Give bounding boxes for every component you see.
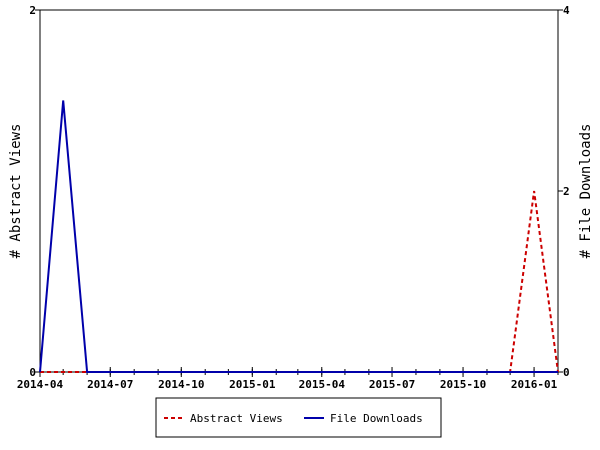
x-tick-label: 2014-07 (87, 378, 133, 391)
legend-box (155, 397, 442, 438)
left-axis-ticks: 02 (29, 4, 40, 379)
series-layer (39, 100, 559, 373)
x-tick-label: 2015-01 (229, 378, 276, 391)
x-tick-label: 2014-04 (17, 378, 64, 391)
right-axis-ticks: 0 2 4 (558, 4, 570, 379)
x-axis-ticks: 2014-04 2014-07 2014-10 2015-01 2015-04 2015-… (17, 367, 559, 391)
legend-label-file-downloads: File Downloads (330, 412, 423, 425)
right-y-tick-label: 0 (563, 366, 570, 379)
right-y-tick-label: 4 (563, 4, 570, 17)
legend-label-abstract-views: Abstract Views (190, 412, 283, 425)
x-tick-label: 2015-07 (369, 378, 415, 391)
x-tick-label: 2015-04 (299, 378, 346, 391)
x-tick-label: 2014-10 (158, 378, 204, 391)
plot-area: 2014-04 2014-07 2014-10 2015-01 2015-04 2015-… (17, 4, 570, 391)
x-tick-label: 2015-10 (440, 378, 486, 391)
series-line-file-downloads (39, 100, 558, 373)
right-axis-title: # File Downloads (578, 124, 594, 259)
x-tick-label: 2016-01 (511, 378, 558, 391)
legend: Abstract Views File Downloads (155, 397, 442, 438)
plot-frame (39, 9, 559, 373)
left-y-tick-label: 2 (29, 4, 36, 17)
left-y-tick-label: 0 (29, 366, 36, 379)
right-y-tick-label: 2 (563, 185, 570, 198)
left-axis-title: # Abstract Views (8, 124, 24, 259)
